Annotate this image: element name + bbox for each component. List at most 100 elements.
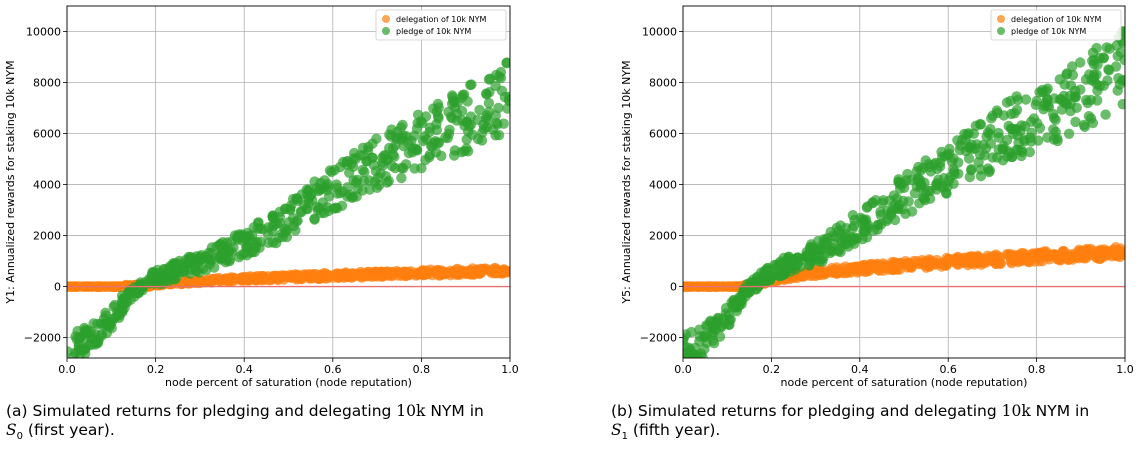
series-pledge [683,26,1125,358]
data-point [337,186,349,197]
data-point [417,135,429,147]
data-point [292,215,303,226]
data-point [1012,130,1023,141]
data-point [689,342,701,354]
data-point [286,200,297,211]
data-point [921,262,932,273]
data-point [1054,74,1065,85]
data-point [148,267,159,278]
data-point [306,273,318,284]
data-point [357,270,369,282]
y-tick-label: −2000 [24,332,61,345]
data-point [946,156,958,167]
data-point [106,317,117,328]
y-tick-label: 8000 [33,77,61,90]
x-tick-label: 1.0 [1116,363,1134,376]
data-point [1100,109,1111,120]
data-point [241,250,252,261]
data-point [966,139,977,150]
data-point [461,134,472,145]
data-point [476,265,487,276]
y-tick-label: 2000 [649,230,677,243]
data-point [993,144,1004,155]
data-point [504,266,510,277]
data-point [943,175,954,186]
data-point [1037,87,1048,98]
data-point [317,197,328,208]
legend-label: pledge of 10k NYM [1011,27,1086,36]
data-point [724,319,735,330]
caption-a-symbol: S [6,421,17,439]
data-point [89,335,101,346]
x-tick-label: 0.8 [413,363,431,376]
data-point [884,195,895,206]
x-tick-label: 0.0 [674,363,692,376]
x-tick-label: 0.6 [939,363,957,376]
data-point [1012,94,1023,106]
data-point [966,164,977,175]
data-point [366,152,378,163]
caption-a-amount: 10k [396,402,426,420]
data-point [1042,132,1053,143]
data-point [281,231,293,243]
data-point [1098,80,1109,91]
data-point [701,337,712,348]
data-point [1114,251,1125,263]
data-point [456,105,468,117]
data-point [952,251,963,263]
data-point [418,270,429,281]
y-axis-label: Y5: Annualized rewards for staking 10k N… [620,60,633,304]
data-point [760,277,771,288]
scatter-points [683,26,1125,358]
data-point [1060,98,1072,109]
data-point [979,150,990,161]
data-point [100,307,111,318]
data-point [886,264,897,275]
data-point [322,182,334,193]
x-tick-label: 0.4 [851,363,869,376]
data-point [1065,80,1077,91]
x-tick-label: 0.8 [1028,363,1046,376]
data-point [825,247,836,259]
data-point [398,163,409,174]
data-point [1082,97,1093,109]
data-point [96,328,107,340]
caption-b-subscript: 1 [621,431,628,443]
legend-marker [382,27,390,35]
data-point [88,318,99,329]
data-point [1011,144,1022,156]
data-point [483,97,495,109]
data-point [750,284,761,295]
data-point [315,207,327,219]
data-point [331,179,342,190]
data-point [98,319,109,330]
data-point [1088,69,1100,80]
data-point [333,272,344,283]
caption-b: (b) Simulated returns for pledging and d… [611,402,1139,446]
data-point [341,159,353,170]
data-point [987,152,998,163]
data-point [965,257,976,268]
data-point [968,128,979,139]
data-point [1023,256,1034,268]
data-point [777,259,788,271]
data-point [378,150,390,161]
data-point [1024,146,1035,158]
data-point [1075,84,1086,95]
data-point [900,208,911,219]
data-point [474,104,485,116]
data-point [1119,54,1125,66]
y-tick-label: 6000 [33,128,61,141]
data-point [465,266,476,277]
data-point [424,122,436,133]
data-point [819,265,830,276]
caption-a-mid: NYM in [425,402,484,420]
data-point [492,264,503,275]
x-tick-label: 0.2 [147,363,165,376]
data-point [476,135,488,146]
data-point [1031,95,1042,107]
data-point [133,287,144,298]
data-point [981,131,992,142]
data-point [984,165,995,176]
data-point [309,214,320,225]
